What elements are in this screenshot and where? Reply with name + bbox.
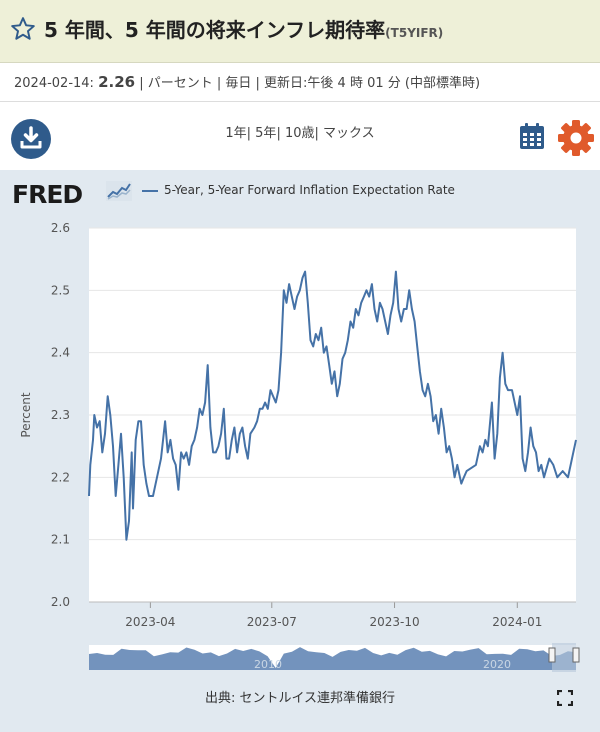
series-line — [88, 270, 577, 541]
download-icon — [20, 126, 42, 149]
chart-legend: 5-Year, 5-Year Forward Inflation Expecta… — [142, 183, 455, 197]
legend-swatch — [142, 189, 158, 192]
navigator-year-label: 2010 — [254, 658, 282, 671]
range-1y[interactable]: 1年 — [225, 126, 247, 141]
y-tick-label: 2.1 — [51, 533, 70, 547]
range-max[interactable]: マックス — [323, 126, 375, 141]
latest-value: 2.26 — [98, 73, 136, 91]
latest-date: 2024-02-14: — [14, 76, 94, 91]
star-icon[interactable] — [10, 16, 36, 42]
x-tick-label: 2024-01 — [492, 615, 542, 629]
navigator-handle[interactable] — [548, 647, 556, 663]
navigator-series — [89, 647, 576, 670]
y-tick-label: 2.0 — [51, 595, 70, 609]
fred-logo-chart-icon — [106, 181, 132, 201]
legend-label: 5-Year, 5-Year Forward Inflation Expecta… — [164, 183, 455, 197]
source-note: 出典: セントルイス連邦準備銀行 — [204, 691, 396, 706]
range-10y[interactable]: 10歳 — [284, 126, 315, 141]
settings-gear-icon[interactable] — [557, 119, 595, 157]
calendar-icon[interactable] — [519, 122, 545, 150]
x-tick-label: 2023-07 — [247, 615, 297, 629]
navigator-year-label: 2020 — [483, 658, 511, 671]
navigator-handle[interactable] — [572, 647, 580, 663]
y-tick-label: 2.3 — [51, 408, 70, 422]
x-tick-label: 2023-10 — [369, 615, 419, 629]
series-header: 5 年間、5 年間の将来インフレ期待率(T5YIFR) — [0, 0, 600, 63]
date-range-selector: 1年| 5年| 10歳| マックス — [225, 126, 375, 141]
y-tick-label: 2.6 — [51, 221, 70, 235]
fred-logo: FRED — [12, 180, 83, 209]
download-button[interactable] — [11, 119, 51, 159]
x-tick-label: 2023-04 — [125, 615, 175, 629]
navigator-selection — [552, 643, 576, 672]
series-meta-rest: | パーセント | 毎日 | 更新日:午後 4 時 01 分 (中部標準時) — [139, 76, 481, 91]
divider — [0, 101, 600, 102]
title-text: 5 年間、5 年間の将来インフレ期待率 — [44, 18, 386, 42]
series-id: (T5YIFR) — [385, 26, 444, 40]
page-title: 5 年間、5 年間の将来インフレ期待率(T5YIFR) — [44, 14, 443, 43]
fullscreen-icon[interactable] — [557, 690, 573, 706]
series-meta: 2024-02-14: 2.26 | パーセント | 毎日 | 更新日:午後 4… — [14, 72, 480, 91]
line-chart: 2.0 2.1 2.2 2.3 2.4 2.5 2.6 2023-04 2023-07 2023-… — [19, 221, 580, 672]
y-tick-label: 2.4 — [51, 346, 70, 360]
y-axis-label: Percent — [19, 392, 33, 437]
y-tick-label: 2.5 — [51, 283, 70, 297]
range-5y[interactable]: 5年 — [255, 126, 277, 141]
y-tick-label: 2.2 — [51, 470, 70, 484]
